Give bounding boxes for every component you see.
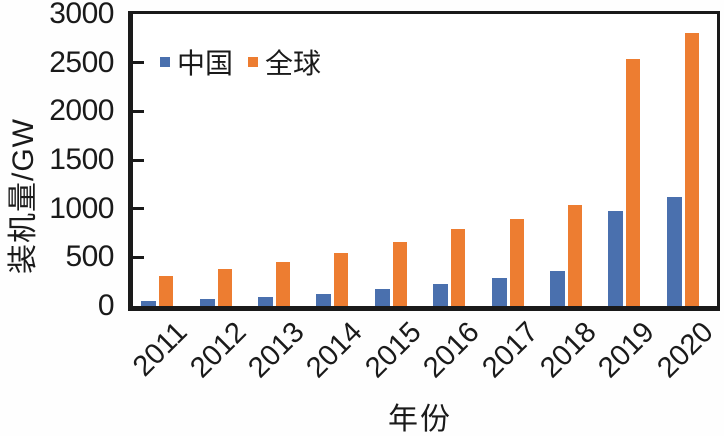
bar-group-2020 xyxy=(659,14,717,306)
legend-item-global: 全球 xyxy=(248,42,321,82)
x-tick-label-2018: 2018 xyxy=(534,316,603,385)
y-tick-label: 1500 xyxy=(49,143,114,176)
legend-item-china: 中国 xyxy=(160,42,233,82)
bar-china-2016 xyxy=(433,283,449,306)
y-tick-mark xyxy=(133,61,144,65)
bar-group-2015 xyxy=(367,14,425,306)
legend: 中国 全球 xyxy=(160,42,321,82)
x-tick-label-2017: 2017 xyxy=(475,316,545,385)
x-tick-label-2016: 2016 xyxy=(417,316,486,385)
plot-area xyxy=(128,11,720,311)
x-tick-label-2019: 2019 xyxy=(592,316,662,385)
bar-china-2019 xyxy=(608,211,624,306)
x-axis-title: 年份 xyxy=(388,403,452,436)
legend-label-global: 全球 xyxy=(265,48,322,79)
bar-global-2020 xyxy=(684,32,699,306)
bar-global-2013 xyxy=(276,261,291,306)
bar-global-2015 xyxy=(392,241,407,306)
x-tick-label-2015: 2015 xyxy=(359,316,428,385)
china-swatch-icon xyxy=(160,57,170,67)
y-tick-mark xyxy=(133,158,144,162)
y-tick-mark xyxy=(133,255,144,259)
bar-china-2020 xyxy=(666,197,682,306)
x-tick-label-2011: 2011 xyxy=(127,316,194,383)
bar-group-2013 xyxy=(250,14,308,306)
bar-global-2018 xyxy=(568,204,583,306)
x-tick-label-2012: 2012 xyxy=(183,316,253,385)
bars-row xyxy=(133,14,717,306)
bar-china-2018 xyxy=(550,271,566,306)
bar-group-2011 xyxy=(133,14,191,306)
bar-china-2014 xyxy=(316,294,332,306)
x-tick-label-2020: 2020 xyxy=(651,316,720,385)
y-tick-mark xyxy=(133,207,144,211)
bar-group-2017 xyxy=(483,14,541,306)
bar-global-2016 xyxy=(451,229,466,306)
x-tick-label-2013: 2013 xyxy=(242,316,311,385)
bar-china-2013 xyxy=(258,296,274,306)
x-tick-label-2014: 2014 xyxy=(300,316,370,385)
bar-global-2014 xyxy=(334,252,349,306)
bar-china-2017 xyxy=(491,277,507,306)
bar-global-2019 xyxy=(626,58,641,306)
bar-china-2011 xyxy=(141,300,157,306)
global-swatch-icon xyxy=(248,57,259,67)
bar-china-2012 xyxy=(199,298,215,306)
bar-china-2015 xyxy=(374,289,390,306)
bar-group-2018 xyxy=(542,14,600,306)
y-tick-label: 0 xyxy=(97,289,115,322)
y-tick-label: 2000 xyxy=(49,94,114,128)
bar-group-2012 xyxy=(191,14,249,306)
y-tick-label: 500 xyxy=(65,240,114,274)
bar-group-2014 xyxy=(308,14,366,306)
bar-global-2011 xyxy=(159,275,174,306)
y-tick-mark xyxy=(133,109,144,113)
bar-global-2012 xyxy=(217,268,232,306)
bar-global-2017 xyxy=(509,219,524,306)
y-tick-label: 3000 xyxy=(49,0,114,30)
y-tick-label: 1000 xyxy=(49,191,114,225)
legend-label-china: 中国 xyxy=(177,48,234,79)
bar-group-2019 xyxy=(600,14,658,306)
bar-group-2016 xyxy=(425,14,483,306)
y-tick-label: 2500 xyxy=(49,45,114,79)
